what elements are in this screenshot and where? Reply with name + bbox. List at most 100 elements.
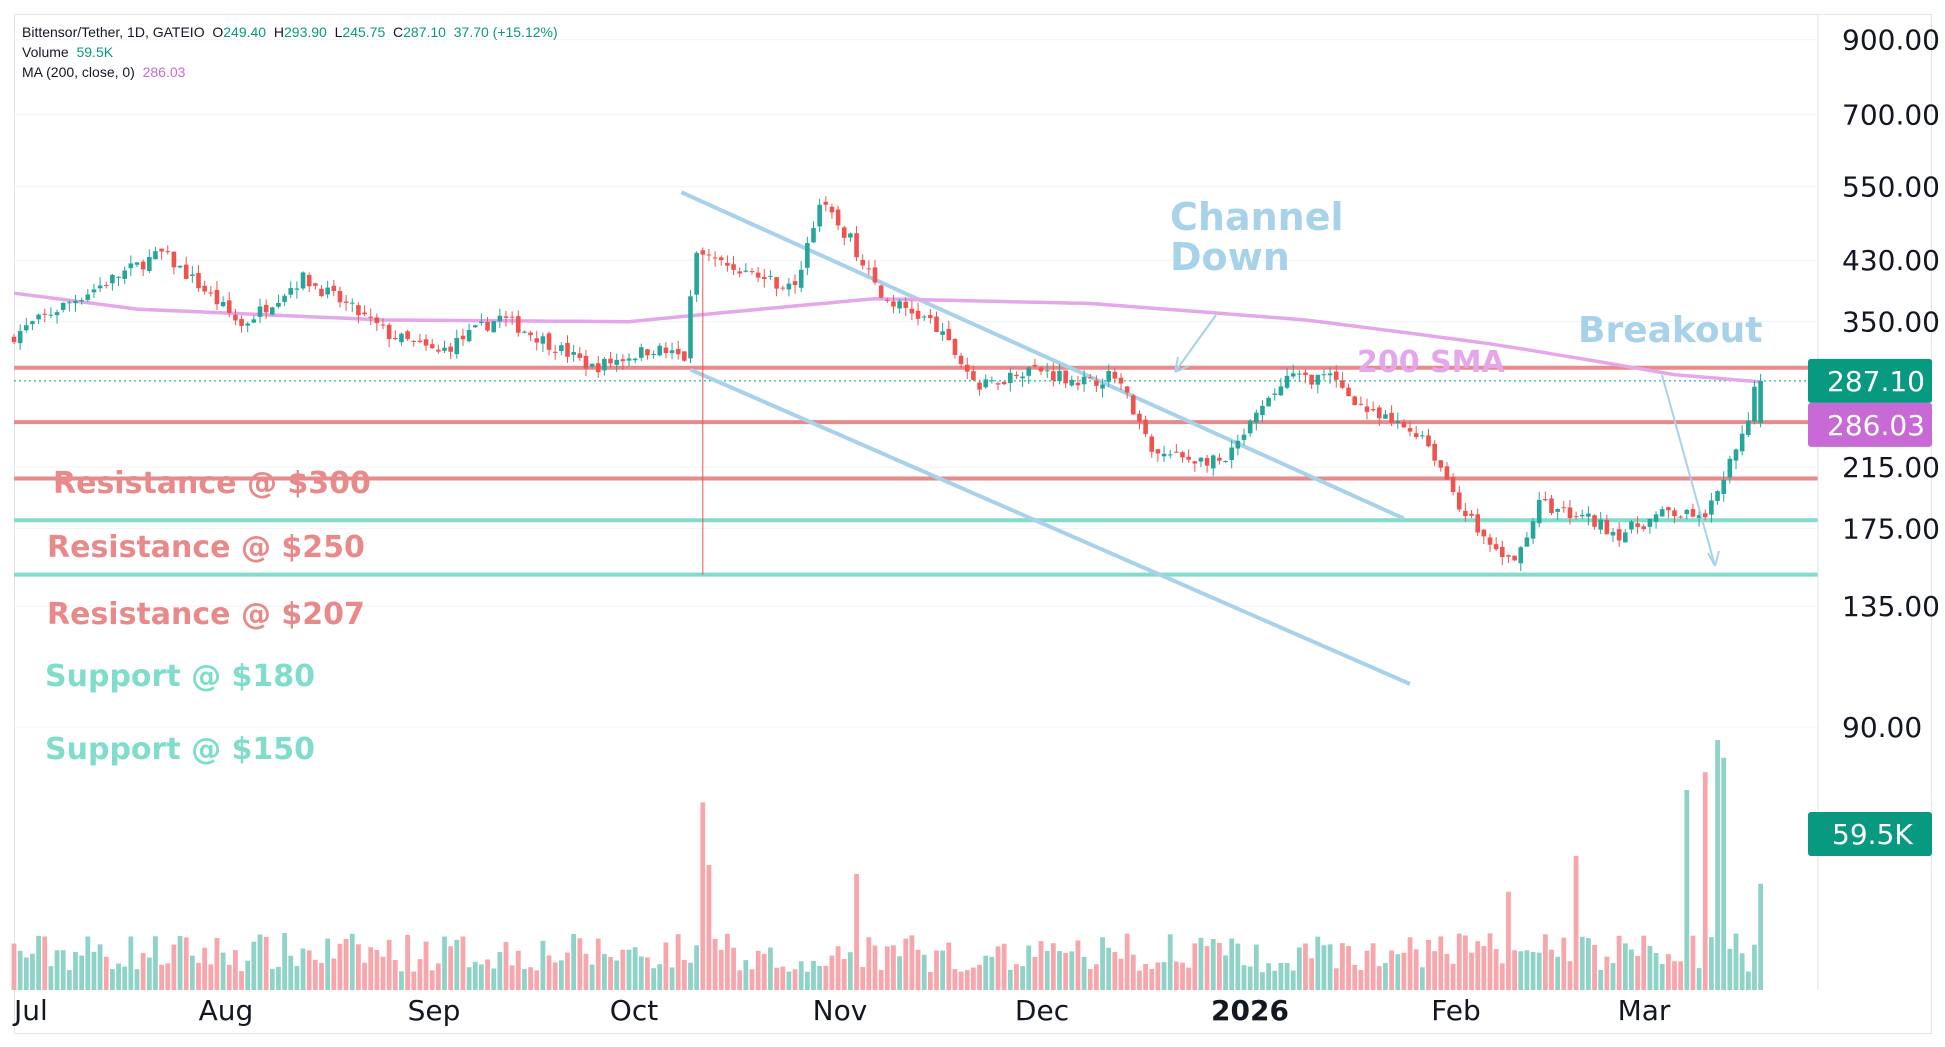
candle-body xyxy=(595,363,601,373)
volume-bar xyxy=(589,964,595,990)
legend-close: 287.10 xyxy=(403,24,446,40)
volume-bar xyxy=(17,950,23,990)
volume-bar xyxy=(897,956,902,990)
volume-bar xyxy=(1586,938,1591,990)
volume-bar xyxy=(706,865,712,990)
volume-bar xyxy=(1364,950,1370,990)
candle-body xyxy=(1709,500,1714,515)
candle-body xyxy=(755,272,761,278)
candle-body xyxy=(1340,380,1345,388)
candle-body xyxy=(257,306,263,317)
volume-bar xyxy=(1149,968,1155,990)
volume-bar xyxy=(97,944,103,990)
volume-bar xyxy=(411,971,417,990)
candle-body xyxy=(1352,396,1357,406)
candle-body xyxy=(1616,529,1622,541)
candle-body xyxy=(1610,531,1616,536)
volume-bar xyxy=(165,963,171,990)
candle-body xyxy=(491,321,496,333)
candle-body xyxy=(1512,555,1517,561)
candle-body xyxy=(1192,461,1198,464)
x-tick-label: Mar xyxy=(1618,994,1671,1027)
candle-body xyxy=(368,316,373,318)
volume-bar xyxy=(761,953,767,990)
candle-body xyxy=(897,301,902,309)
volume-bar xyxy=(958,971,964,990)
level-label-resistance: Resistance @ $207 xyxy=(47,597,365,632)
volume-bar xyxy=(731,947,736,990)
volume-bar xyxy=(1204,946,1210,990)
volume-bar xyxy=(1112,951,1118,990)
candle-body xyxy=(762,276,767,280)
candle-body xyxy=(1278,386,1284,396)
candle-body xyxy=(1075,382,1081,386)
x-tick-label: Nov xyxy=(813,994,868,1027)
volume-bar xyxy=(1659,963,1665,990)
candle-body xyxy=(1327,373,1333,376)
legend-volume-label: Volume xyxy=(22,44,69,60)
volume-bar xyxy=(1253,944,1259,990)
candle-body xyxy=(1284,375,1290,388)
candle-body xyxy=(1038,367,1044,372)
arrow-head-channel xyxy=(1174,356,1190,373)
candle-body xyxy=(1598,519,1603,530)
candle-body xyxy=(540,336,546,344)
volume-bar xyxy=(233,950,238,990)
candle-body xyxy=(528,332,533,336)
volume-bar xyxy=(214,937,220,990)
volume-bar xyxy=(995,946,1001,990)
volume-bar xyxy=(614,960,620,990)
volume-bar xyxy=(208,964,214,990)
volume-bar xyxy=(1524,950,1530,990)
candle-body xyxy=(989,380,995,382)
volume-bar xyxy=(1063,952,1069,990)
volume-bar xyxy=(368,947,374,990)
candle-body xyxy=(688,296,693,359)
volume-bar xyxy=(1542,934,1548,990)
x-tick-label: Aug xyxy=(199,994,254,1027)
candle-body xyxy=(1149,436,1155,452)
candle-body xyxy=(1721,479,1726,495)
candle-body xyxy=(1223,461,1228,463)
volume-bar xyxy=(417,959,423,990)
candle-body xyxy=(725,263,730,266)
legend-ma-label: MA (200, close, 0) xyxy=(22,64,135,80)
candle-body xyxy=(1204,458,1210,466)
volume-bar xyxy=(1702,772,1708,990)
volume-bar xyxy=(1536,952,1542,990)
volume-bar xyxy=(1038,941,1044,990)
price-axis[interactable]: 900.00 700.00 550.00 430.00 350.00 215.00 175.… xyxy=(1817,14,1940,990)
volume-bar xyxy=(177,936,183,990)
candle-body xyxy=(872,267,878,283)
volume-bar xyxy=(1376,966,1382,990)
volume-bar xyxy=(1499,963,1505,990)
volume-bar xyxy=(239,971,244,990)
volume-bar xyxy=(282,933,287,990)
volume-bar xyxy=(485,959,490,990)
volume-bar xyxy=(1192,943,1198,990)
legend-h-label: H xyxy=(273,24,284,40)
time-axis[interactable]: Jul Aug Sep Oct Nov Dec 2026 Feb Mar xyxy=(12,994,1671,1027)
candle-body xyxy=(1198,457,1204,462)
volume-bar xyxy=(1278,962,1284,990)
volume-bar xyxy=(1506,891,1511,990)
candle-body xyxy=(657,345,663,356)
candle-body xyxy=(1696,515,1702,518)
volume-bar xyxy=(85,936,91,990)
volume-bar xyxy=(1450,963,1456,990)
volume-bar xyxy=(841,958,847,990)
candle-body xyxy=(1358,403,1364,405)
candle-body xyxy=(190,274,195,276)
candle-body xyxy=(1100,384,1105,389)
volume-bar xyxy=(786,971,792,990)
volume-bar xyxy=(263,936,269,990)
candle-body xyxy=(700,250,706,255)
candle-body xyxy=(1623,532,1628,543)
volume-bar xyxy=(1598,969,1604,990)
candle-body xyxy=(639,347,644,358)
volume-bar xyxy=(460,936,466,990)
volume-bar xyxy=(725,933,730,990)
volume-bar xyxy=(1610,963,1616,990)
candle-body xyxy=(1057,370,1062,382)
